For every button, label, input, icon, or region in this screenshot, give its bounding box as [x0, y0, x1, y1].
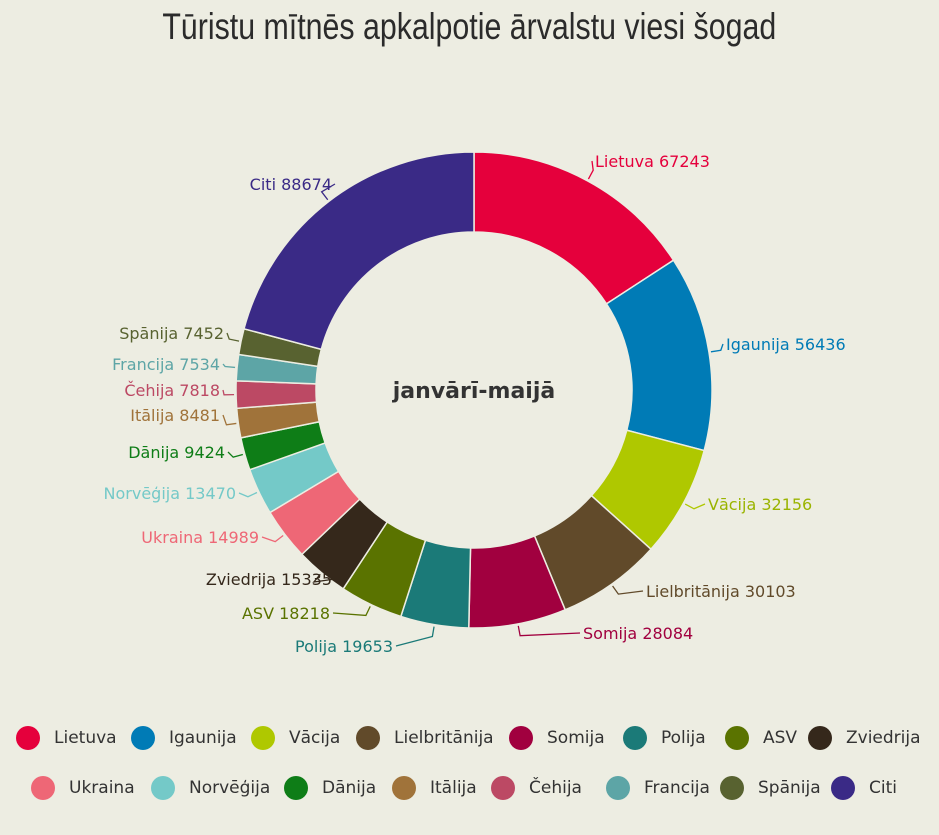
leader-line: [612, 585, 644, 595]
data-label: Norvēģija 13470: [104, 484, 236, 503]
legend-label: Igaunija: [169, 728, 237, 748]
legend-label: Itālija: [430, 778, 477, 798]
leader-line: [222, 363, 236, 369]
leader-line: [222, 414, 237, 426]
center-label: janvārī-maijā: [392, 379, 555, 404]
legend-swatch: [808, 726, 832, 750]
data-label: Citi 88674: [250, 175, 332, 194]
legend-swatch: [725, 726, 749, 750]
leader-line: [226, 332, 240, 342]
leader-line: [684, 503, 706, 510]
leader-line: [517, 625, 581, 637]
leader-line: [238, 491, 258, 498]
legend-label: Lietuva: [54, 728, 117, 748]
legend-swatch: [509, 726, 533, 750]
legend-label: Čehija: [529, 778, 582, 798]
leader-line: [222, 389, 235, 396]
legend-label: Vācija: [289, 728, 341, 748]
leader-line: [261, 535, 284, 543]
legend-row: Lietuva Igaunija Vācija Lielbritānija Somija…: [0, 726, 939, 756]
legend-item-dānija[interactable]: Dānija: [284, 776, 376, 800]
legend-swatch: [31, 776, 55, 800]
data-label: ASV 18218: [242, 604, 330, 623]
leader-line: [395, 626, 435, 647]
leader-line: [710, 343, 724, 353]
legend-swatch: [491, 776, 515, 800]
legend-item-igaunija[interactable]: Igaunija: [131, 726, 237, 750]
legend-label: Polija: [661, 728, 706, 748]
legend-label: Ukraina: [69, 778, 135, 798]
legend-item-asv[interactable]: ASV: [725, 726, 797, 750]
data-label: Lielbritānija 30103: [646, 582, 796, 601]
legend-label: ASV: [763, 728, 798, 748]
leader-line: [312, 573, 336, 583]
leader-line: [320, 183, 336, 201]
legend-item-zviedrija[interactable]: Zviedrija: [808, 726, 921, 750]
data-label: Francija 7534: [112, 355, 220, 374]
data-label: Čehija 7818: [124, 381, 220, 400]
legend-item-francija[interactable]: Francija: [606, 776, 710, 800]
legend-label: Citi: [869, 778, 897, 798]
legend-swatch: [606, 776, 630, 800]
legend-item-spānija[interactable]: Spānija: [720, 776, 821, 800]
data-label: Ukraina 14989: [141, 528, 259, 547]
data-label: Lietuva 67243: [595, 152, 710, 171]
data-label: Polija 19653: [295, 637, 393, 656]
data-label: Spānija 7452: [119, 324, 224, 343]
legend-label: Spānija: [758, 778, 821, 798]
legend-label: Francija: [644, 778, 710, 798]
data-label: Dānija 9424: [128, 443, 225, 462]
legend-label: Norvēģija: [189, 778, 271, 798]
legend-item-lietuva[interactable]: Lietuva: [16, 726, 117, 750]
legend-label: Somija: [547, 728, 605, 748]
data-label: Itālija 8481: [130, 406, 220, 425]
data-label: Somija 28084: [583, 624, 693, 643]
legend-item-citi[interactable]: Citi: [831, 776, 897, 800]
legend-item-čehija[interactable]: Čehija: [491, 776, 582, 800]
leader-line: [587, 160, 594, 180]
legend-item-vācija[interactable]: Vācija: [251, 726, 340, 750]
legend-item-polija[interactable]: Polija: [623, 726, 706, 750]
legend-swatch: [720, 776, 744, 800]
legend-item-norvēģija[interactable]: Norvēģija: [151, 776, 270, 800]
chart-title: Tūristu mītnēs apkalpotie ārvalstu viesi…: [162, 6, 777, 47]
leader-line: [227, 451, 244, 458]
leader-line: [332, 606, 371, 617]
legend-label: Dānija: [322, 778, 377, 798]
legend-swatch: [16, 726, 40, 750]
legend-label: Zviedrija: [846, 728, 921, 748]
data-label: Zviedrija 15335: [206, 570, 332, 589]
legend-item-lielbritānija[interactable]: Lielbritānija: [356, 726, 494, 750]
legend-swatch: [392, 776, 416, 800]
legend-item-itālija[interactable]: Itālija: [392, 776, 477, 800]
legend-item-somija[interactable]: Somija: [509, 726, 605, 750]
legend-row: Ukraina Norvēģija Dānija Itālija Čehija Franc…: [0, 776, 939, 806]
legend-item-ukraina[interactable]: Ukraina: [31, 776, 135, 800]
slice-citi[interactable]: [243, 151, 475, 351]
data-label: Vācija 32156: [708, 495, 812, 514]
legend-swatch: [623, 726, 647, 750]
legend-swatch: [356, 726, 380, 750]
legend-swatch: [831, 776, 855, 800]
legend-swatch: [284, 776, 308, 800]
legend-label: Lielbritānija: [394, 728, 494, 748]
legend-swatch: [251, 726, 275, 750]
legend-swatch: [131, 726, 155, 750]
data-label: Igaunija 56436: [726, 335, 846, 354]
legend-swatch: [151, 776, 175, 800]
